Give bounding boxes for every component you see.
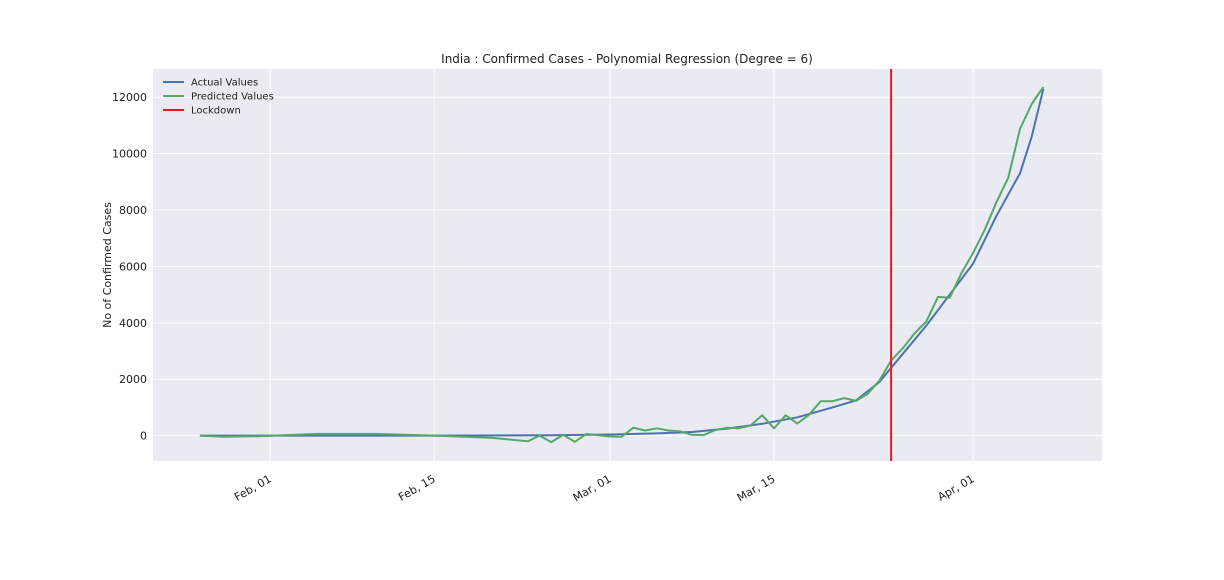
x-tick-label: Feb, 15	[396, 472, 438, 503]
y-tick-label: 8000	[119, 204, 147, 217]
x-tick-label: Mar, 15	[735, 472, 778, 504]
y-axis-label: No of Confirmed Cases	[101, 202, 114, 328]
y-tick-label: 0	[140, 430, 147, 443]
predicted-values-line	[199, 86, 1045, 444]
legend-label: Lockdown	[191, 106, 241, 117]
y-tick-label: 2000	[119, 373, 147, 386]
y-tick-label: 4000	[119, 317, 147, 330]
x-tick-label: Apr, 01	[935, 472, 976, 503]
legend-label: Actual Values	[191, 78, 258, 89]
x-tick-label: Feb, 01	[232, 472, 274, 503]
grid-lines	[153, 69, 1102, 461]
y-tick-label: 6000	[119, 260, 147, 273]
actual-values-line	[199, 88, 1045, 437]
series-layer	[199, 69, 1045, 461]
x-tick-label: Mar, 01	[571, 472, 614, 504]
plot-area-background	[153, 69, 1102, 461]
chart-title: India : Confirmed Cases - Polynomial Reg…	[441, 52, 813, 66]
x-axis-ticks: Feb, 01 Feb, 15 Mar, 01 Mar, 15 Apr, 01	[232, 472, 977, 504]
y-tick-label: 12000	[112, 91, 147, 104]
y-tick-label: 10000	[112, 148, 147, 161]
y-axis-ticks: 0 2000 4000 6000 8000 10000 12000	[112, 91, 147, 442]
legend-label: Predicted Values	[191, 92, 274, 103]
legend: Actual Values Predicted Values Lockdown	[163, 78, 274, 117]
